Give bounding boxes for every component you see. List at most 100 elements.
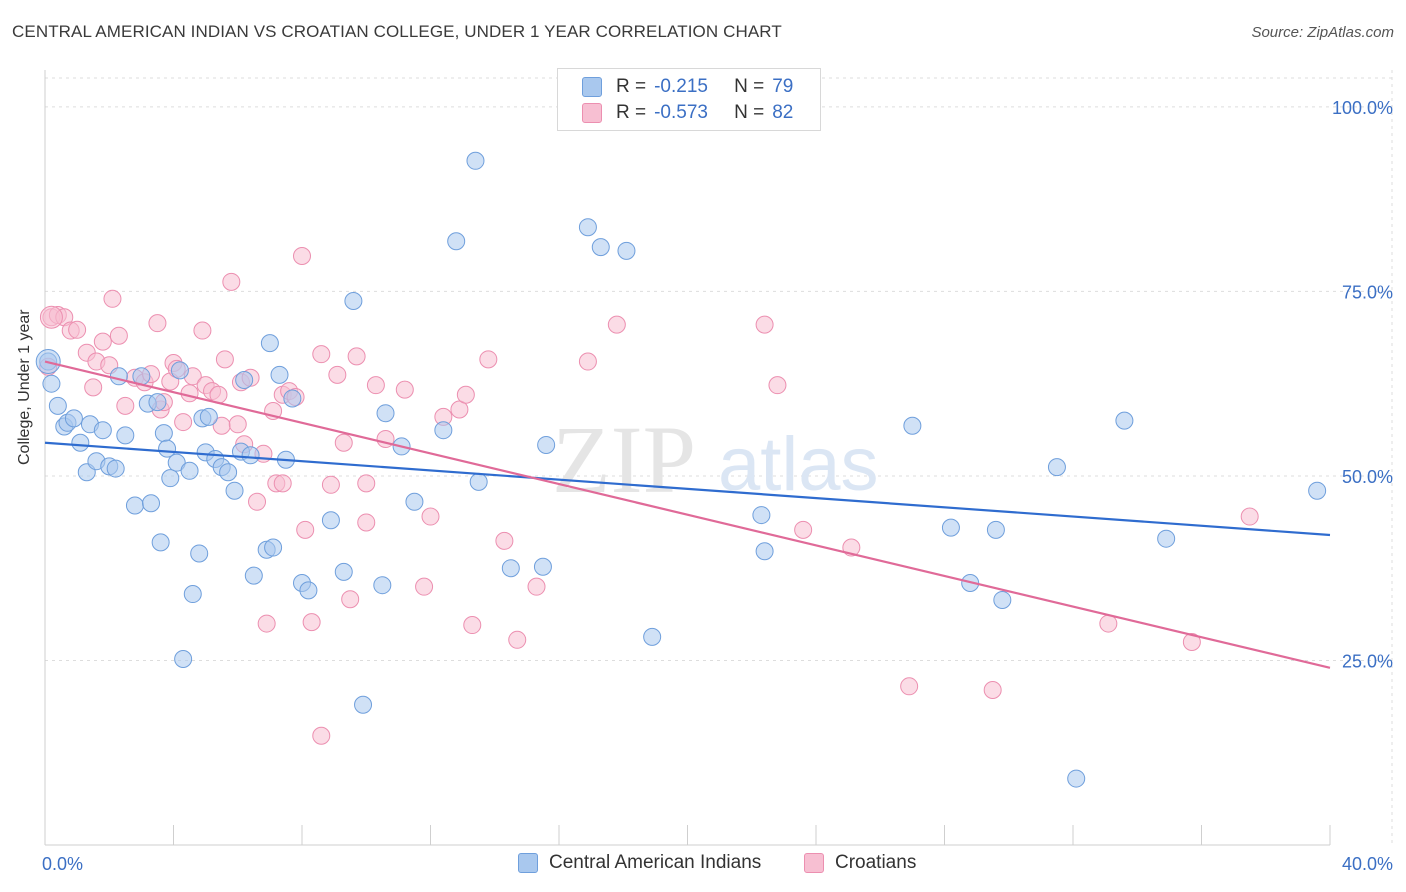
legend-r-value: -0.573: [654, 102, 708, 123]
croatians-point: [1099, 614, 1118, 633]
central-american-indians-point: [161, 469, 180, 488]
croatians-point: [222, 272, 241, 291]
legend-swatch-blue: [582, 77, 602, 97]
central-american-indians-point: [125, 496, 144, 515]
watermark-zip: ZIP: [552, 406, 696, 513]
central-american-indians-point: [142, 494, 161, 513]
central-american-indians-point: [617, 241, 636, 260]
correlation-legend: R = -0.215 N = 79 R = -0.573 N = 82: [557, 68, 821, 131]
legend-r-value: -0.215: [654, 76, 708, 97]
central-american-indians-point: [537, 435, 556, 454]
croatians-point: [39, 305, 63, 329]
y-tick-label: 50.0%: [1342, 467, 1393, 487]
central-american-indians-point: [64, 409, 83, 428]
croatians-point: [257, 614, 276, 633]
axes: [44, 70, 1331, 846]
croatians-point: [334, 433, 353, 452]
central-american-indians-point: [170, 361, 189, 380]
croatians-point: [495, 531, 514, 550]
croatians-point: [479, 350, 498, 369]
central-american-indians-point: [405, 492, 424, 511]
central-american-indians-point: [116, 426, 135, 445]
croatians-point: [293, 247, 311, 265]
chart-title: CENTRAL AMERICAN INDIAN VS CROATIAN COLL…: [12, 22, 782, 41]
central-american-indians-point: [1157, 529, 1176, 548]
central-american-indians-point: [466, 151, 485, 170]
central-american-indians-point: [174, 650, 193, 668]
croatians-point: [357, 474, 376, 493]
croatians-point: [508, 630, 527, 649]
legend-n-value: 82: [772, 102, 794, 123]
central-american-indians-point: [109, 367, 128, 386]
watermark: ZIP atlas: [552, 406, 879, 513]
croatians-point: [415, 577, 434, 596]
central-american-indians-point: [321, 511, 340, 530]
legend-r-label: R =: [616, 76, 647, 97]
y-axis-label: College, Under 1 year: [16, 309, 33, 465]
croatians-point: [215, 350, 234, 369]
central-american-indians-point: [1067, 769, 1086, 788]
croatians-point: [607, 315, 626, 334]
croatians-point: [755, 315, 774, 334]
bottom-legend-label: Croatians: [835, 852, 917, 873]
croatians-point: [456, 385, 475, 404]
bottom-legend-label: Central American Indians: [549, 852, 762, 873]
croatians-point: [768, 376, 787, 395]
croatians-point: [1240, 507, 1259, 526]
croatians-point: [180, 384, 199, 403]
central-american-indians-point: [225, 481, 244, 500]
central-american-indians-point: [180, 461, 199, 480]
croatians-point: [312, 345, 331, 364]
central-american-indians-point: [167, 453, 186, 472]
croatians-point: [228, 415, 247, 434]
y-tick-label: 75.0%: [1342, 282, 1393, 302]
croatians-point: [68, 320, 87, 339]
croatians-point: [321, 475, 340, 494]
central-american-indians-point: [151, 533, 170, 552]
croatians-point: [312, 726, 331, 745]
central-american-indians-point: [283, 389, 302, 408]
croatians-point: [248, 492, 267, 511]
legend-n-label: N =: [734, 76, 765, 97]
croatians-point: [328, 365, 347, 384]
croatians-point: [463, 616, 482, 635]
legend-n-label: N =: [734, 102, 765, 123]
central-american-indians-points: [35, 151, 1327, 788]
central-american-indians-point: [591, 238, 610, 257]
trend-lines: [44, 360, 1331, 669]
source-label: Source: ZipAtlas.com: [1251, 24, 1394, 41]
croatians-point: [193, 321, 212, 340]
central-american-indians-point: [755, 542, 774, 561]
central-american-indians-point: [334, 562, 353, 581]
central-american-indians-point: [1115, 411, 1134, 430]
central-american-indians-point: [241, 446, 260, 465]
central-american-indians-point: [93, 421, 112, 440]
central-american-indians-point: [752, 506, 771, 525]
croatians-point: [302, 613, 321, 632]
croatians-point: [395, 380, 414, 399]
central-american-indians-point: [469, 472, 488, 491]
central-american-indians-point: [993, 590, 1012, 609]
central-american-indians-point: [376, 404, 395, 423]
central-american-indians-point: [148, 393, 167, 412]
central-american-indians-point: [106, 459, 125, 478]
x-tick-label-start: 0.0%: [42, 854, 83, 874]
croatians-point: [109, 326, 128, 345]
central-american-indians-point: [986, 520, 1005, 539]
central-american-indians-point: [299, 581, 318, 600]
central-american-indians-point: [48, 396, 67, 415]
central-american-indians-point: [270, 365, 289, 384]
legend-row-blue: R = -0.215 N = 79: [582, 75, 793, 99]
bottom-legend-central-american-indians: Central American Indians: [518, 852, 761, 874]
bottom-legend-croatians: Croatians: [804, 852, 916, 874]
croatians-point: [174, 413, 193, 432]
tick-labels: 100.0% 75.0% 50.0% 25.0% 0.0% 40.0%: [42, 98, 1393, 874]
croatians-point: [103, 289, 122, 308]
central-american-indians-point: [434, 421, 453, 440]
central-american-indians-point: [219, 463, 238, 482]
y-tick-label: 25.0%: [1342, 651, 1393, 671]
legend-swatch-pink: [582, 103, 602, 123]
croatians-point: [93, 332, 112, 351]
central-american-indians-point: [373, 576, 392, 595]
